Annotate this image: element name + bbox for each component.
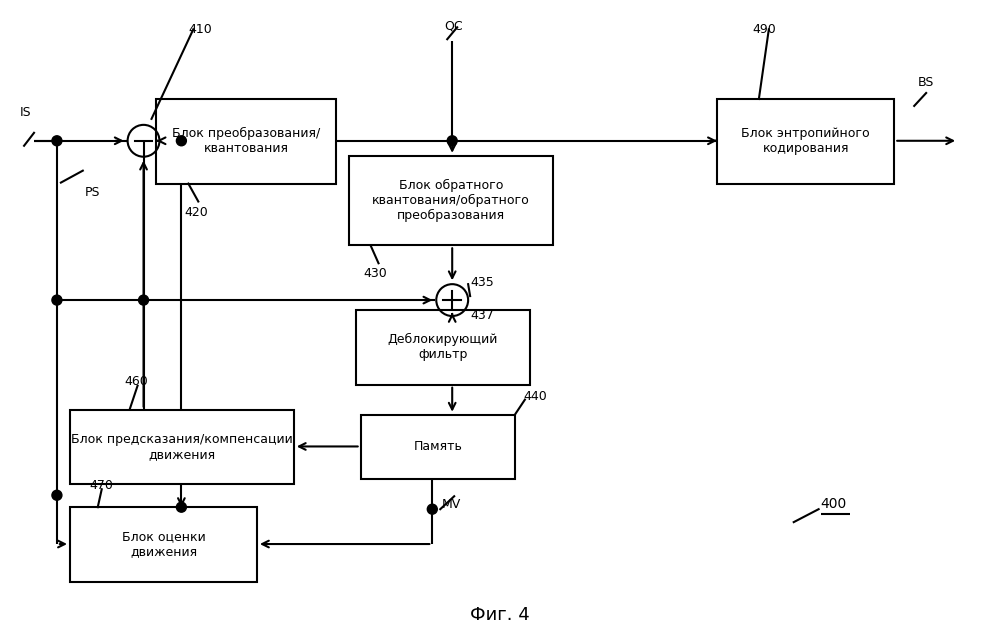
Text: 460: 460 xyxy=(125,376,149,388)
Text: Блок преобразования/
квантования: Блок преобразования/ квантования xyxy=(172,127,321,156)
Circle shape xyxy=(139,295,149,305)
Text: BS: BS xyxy=(918,76,934,89)
Text: Блок энтропийного
кодирования: Блок энтропийного кодирования xyxy=(741,127,870,155)
Circle shape xyxy=(448,136,458,146)
Text: Деблокирующий
фильтр: Деблокирующий фильтр xyxy=(388,333,498,361)
FancyBboxPatch shape xyxy=(157,99,336,184)
Text: 440: 440 xyxy=(522,390,546,403)
FancyBboxPatch shape xyxy=(356,310,529,385)
Text: Блок оценки
движения: Блок оценки движения xyxy=(122,530,206,559)
Text: 400: 400 xyxy=(820,497,847,511)
Circle shape xyxy=(428,504,438,514)
Circle shape xyxy=(177,502,187,512)
Circle shape xyxy=(52,295,62,305)
Circle shape xyxy=(52,136,62,146)
FancyBboxPatch shape xyxy=(361,415,514,479)
Text: 435: 435 xyxy=(471,276,494,289)
Text: 420: 420 xyxy=(185,206,208,219)
FancyBboxPatch shape xyxy=(70,507,257,582)
Text: Фиг. 4: Фиг. 4 xyxy=(470,606,529,624)
Text: Память: Память xyxy=(414,440,463,453)
Text: 490: 490 xyxy=(752,23,775,36)
Text: MV: MV xyxy=(443,498,462,511)
Text: 437: 437 xyxy=(471,309,494,322)
Text: IS: IS xyxy=(20,106,32,119)
Text: QC: QC xyxy=(445,19,463,32)
Text: Блок предсказания/компенсации
движения: Блок предсказания/компенсации движения xyxy=(71,433,293,461)
Circle shape xyxy=(177,136,187,146)
FancyBboxPatch shape xyxy=(70,410,294,484)
FancyBboxPatch shape xyxy=(349,156,552,246)
FancyBboxPatch shape xyxy=(717,99,894,184)
Text: 470: 470 xyxy=(90,479,114,492)
Circle shape xyxy=(52,490,62,500)
Text: Блок обратного
квантования/обратного
преобразования: Блок обратного квантования/обратного пре… xyxy=(372,179,529,222)
Text: PS: PS xyxy=(85,186,100,199)
Text: 410: 410 xyxy=(189,23,212,36)
Text: 430: 430 xyxy=(364,267,388,280)
